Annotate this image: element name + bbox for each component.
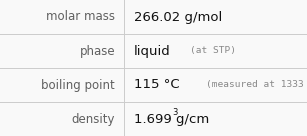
Text: 3: 3	[172, 108, 177, 117]
Text: molar mass: molar mass	[46, 10, 115, 24]
Text: 115 °C: 115 °C	[134, 78, 179, 92]
Text: (at STP): (at STP)	[190, 47, 236, 55]
Text: 1.699 g/cm: 1.699 g/cm	[134, 112, 209, 126]
Text: density: density	[72, 112, 115, 126]
Text: phase: phase	[80, 44, 115, 58]
Text: liquid: liquid	[134, 44, 170, 58]
Text: boiling point: boiling point	[41, 78, 115, 92]
Text: 266.02 g/mol: 266.02 g/mol	[134, 10, 222, 24]
Text: (measured at 1333 Pa): (measured at 1333 Pa)	[206, 81, 307, 89]
